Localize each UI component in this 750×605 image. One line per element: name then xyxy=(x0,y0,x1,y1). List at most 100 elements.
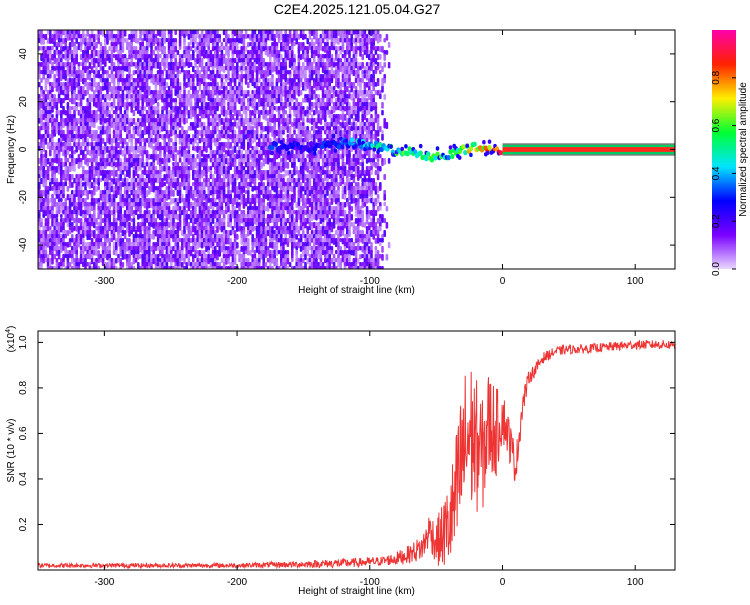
spectrogram-cell xyxy=(84,46,87,51)
spectrogram-cell xyxy=(68,182,72,189)
spectrogram-cell xyxy=(130,218,133,223)
spectrogram-cell xyxy=(73,238,76,243)
spectrogram-cell xyxy=(62,90,65,96)
spectrogram-cell xyxy=(51,234,54,239)
spectrogram-cell xyxy=(104,42,107,47)
spectrogram-cell xyxy=(159,230,162,235)
spectrogram-cell xyxy=(194,158,197,163)
spectrogram-cell xyxy=(75,226,78,232)
spectrogram-cell xyxy=(269,122,272,127)
spectrogram-cell xyxy=(38,198,41,203)
spectrogram-cell xyxy=(86,150,89,155)
spectrogram-cell xyxy=(148,86,151,91)
spectrogram-cell xyxy=(49,250,52,255)
spectrogram-cell xyxy=(165,218,169,224)
spectrogram-cell xyxy=(115,118,118,123)
spectrogram-cell xyxy=(93,102,96,107)
spectrogram-cell xyxy=(159,242,162,248)
spectrogram-cell xyxy=(156,258,160,263)
spectrogram-cell xyxy=(66,54,70,59)
spectrogram-cell xyxy=(148,222,151,227)
spectrogram-cell xyxy=(229,166,232,171)
spectrogram-cell xyxy=(86,202,89,208)
spectrogram-cell xyxy=(42,50,45,56)
spectrogram-cell xyxy=(82,130,85,135)
spectrogram-cell xyxy=(51,146,54,151)
spectrogram-cell xyxy=(115,70,118,76)
spectrogram-cell xyxy=(53,158,56,163)
spectrogram-cell xyxy=(93,82,96,88)
spectrogram-cell xyxy=(60,214,63,219)
spectrogram-cell xyxy=(97,142,100,148)
spectrogram-cell xyxy=(159,174,162,180)
spectrogram-cell xyxy=(150,214,153,219)
spectrogram-cell xyxy=(75,134,78,139)
spectrogram-cell xyxy=(154,138,158,143)
spectrogram-cell xyxy=(79,190,83,195)
spectrogram-cell xyxy=(77,62,81,67)
spectrogram-cell xyxy=(148,162,151,167)
spectrogram-cell xyxy=(117,66,120,71)
spectrogram-cell xyxy=(77,138,81,143)
spectrogram-cell xyxy=(60,234,63,239)
spectrogram-cell xyxy=(148,62,151,67)
spectrogram-cell xyxy=(79,238,83,245)
spectrogram-cell xyxy=(110,46,114,51)
spectrogram-cell xyxy=(150,58,153,63)
spectrogram-cell xyxy=(106,222,109,227)
spectrogram-cell xyxy=(84,90,87,97)
spectrogram-cell xyxy=(104,186,107,191)
spectrogram-cell xyxy=(71,154,74,159)
spectrogram-cell xyxy=(187,178,191,183)
spectrogram-cell xyxy=(139,190,142,196)
spectrogram-cell xyxy=(99,98,103,104)
spectrogram-cell xyxy=(119,250,122,257)
spectrogram-cell xyxy=(84,198,87,203)
spectrogram-cell xyxy=(187,150,191,155)
spectrogram-cell xyxy=(106,162,109,167)
spectrogram-cell xyxy=(170,250,173,255)
spectrogram-cell xyxy=(134,242,138,247)
spectrogram-cell xyxy=(71,194,74,199)
spectrogram-cell xyxy=(77,74,81,79)
spectrogram-cell xyxy=(93,142,96,147)
spectrogram-cell xyxy=(189,62,193,68)
spectrogram-cell xyxy=(90,258,94,265)
spectrogram-cell xyxy=(134,38,138,44)
spectrogram-cell xyxy=(77,198,81,204)
spectrogram-cell xyxy=(154,98,158,104)
spectrogram-cell xyxy=(66,222,70,228)
spectrogram-cell xyxy=(172,190,175,197)
spectrogram-cell xyxy=(40,266,43,269)
spectrogram-cell xyxy=(97,114,100,121)
spectrogram-cell xyxy=(84,190,87,196)
spectrogram-cell xyxy=(42,94,45,99)
spectrogram-cell xyxy=(68,34,72,41)
spectrogram-cell xyxy=(238,206,241,212)
spectrogram-cell xyxy=(104,126,107,131)
spectrogram-cell xyxy=(117,166,120,172)
spectrogram-cell xyxy=(119,262,122,267)
spectrogram-cell xyxy=(218,214,221,219)
spectrogram-cell xyxy=(150,162,153,167)
spectrogram-cell xyxy=(101,86,105,91)
spectrogram-cell xyxy=(73,150,76,155)
spectrogram-cell xyxy=(73,210,76,215)
spectrogram-cell xyxy=(159,30,162,37)
spectrogram-cell xyxy=(130,186,133,192)
spectrogram-cell xyxy=(161,238,164,243)
spectrogram-cell xyxy=(104,226,107,231)
spectrogram-cell xyxy=(64,74,67,81)
spectrogram-cell xyxy=(66,186,70,192)
spectrogram-cell xyxy=(137,146,140,153)
spectrogram-cell xyxy=(82,30,85,35)
spectrogram-cell xyxy=(60,118,63,123)
spectrogram-cell xyxy=(211,94,215,99)
spectrogram-cell xyxy=(51,258,54,265)
spectrogram-cell xyxy=(51,202,54,208)
spectrogram-cell xyxy=(40,230,43,235)
spectrogram-cell xyxy=(40,202,43,208)
spectrogram-cell xyxy=(161,166,164,172)
spectrogram-cell xyxy=(79,118,83,123)
spectrogram-cell xyxy=(126,46,129,51)
